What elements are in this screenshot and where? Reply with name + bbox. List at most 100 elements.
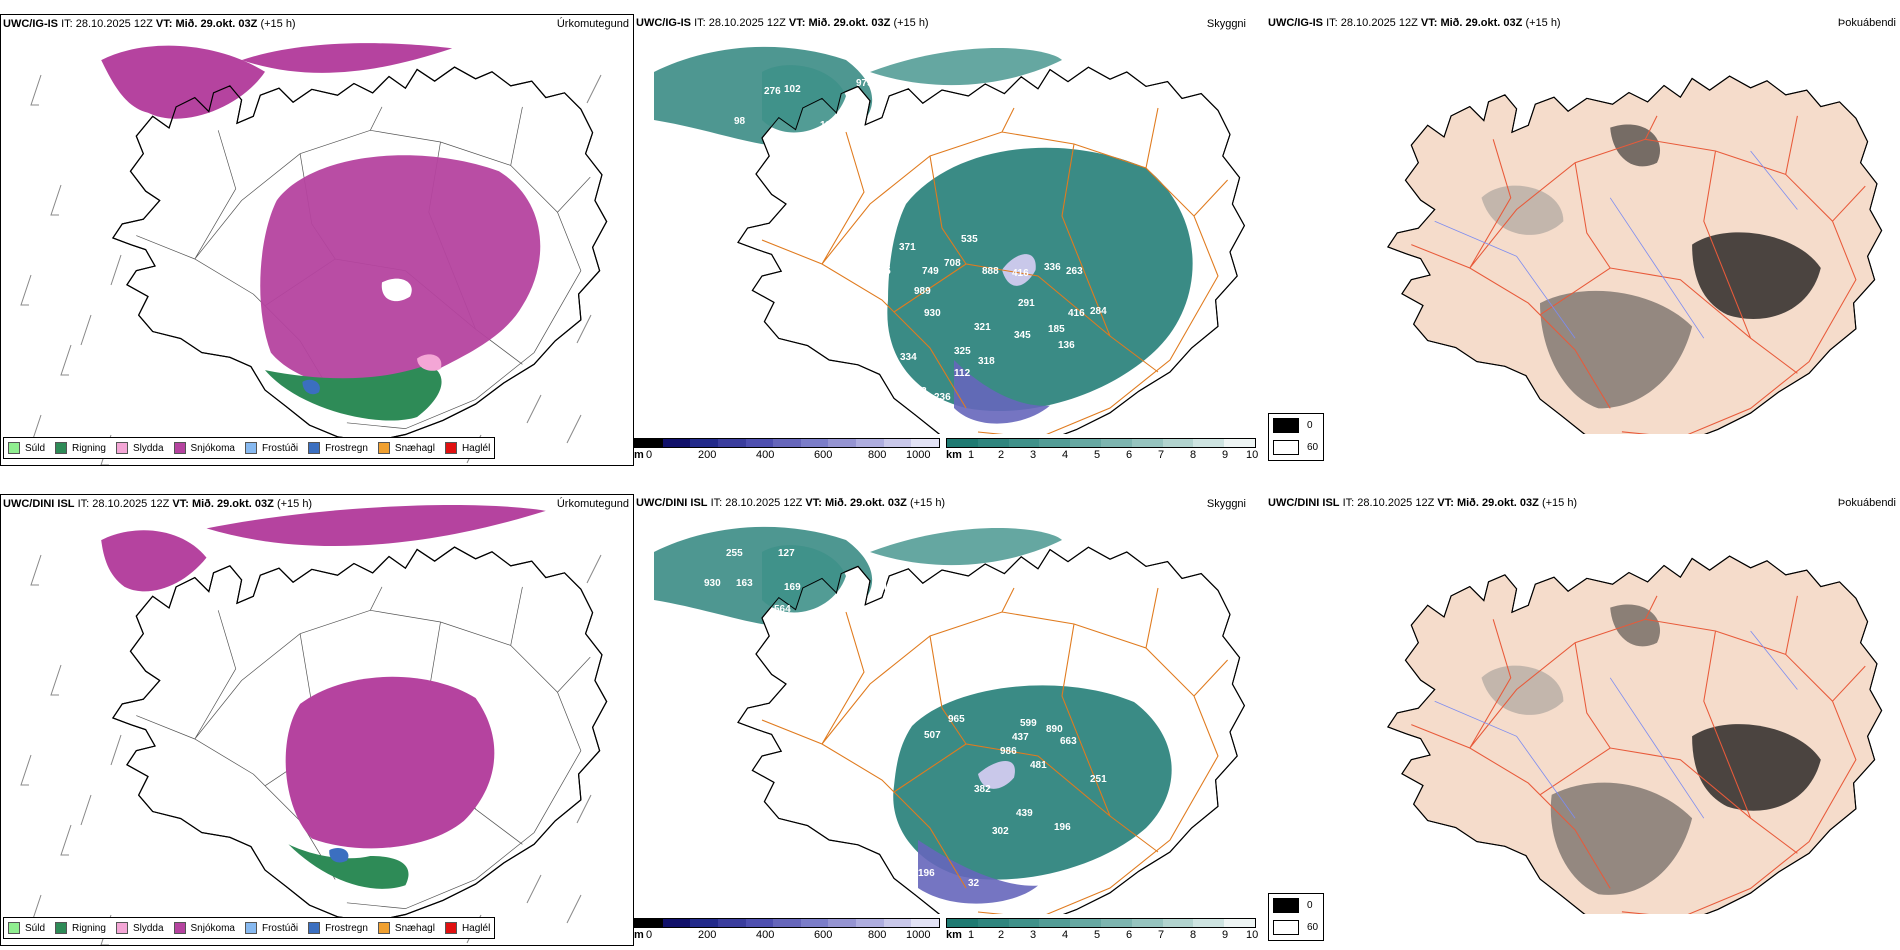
rain-area [265,364,442,421]
legend-item: Frostregn [308,442,368,454]
elevation-label: 481 [1030,760,1047,771]
legend-item: Súld [8,922,45,934]
visibility-tick: 8 [1190,929,1197,941]
elevation-labels: 255 127 930 163 169 564 948 209 965 599 … [704,548,1107,889]
elevation-labels: 276 102 975 98 116 160 199 112 375 371 5… [734,78,1107,403]
elevation-label: 930 [704,578,721,589]
visibility-unit: km [946,929,962,941]
height-unit: m [634,449,644,461]
panel-header: UWC/IG-IS IT: 28.10.2025 12Z VT: Mið. 29… [636,17,929,29]
height-tick: 200 [698,449,717,461]
elevation-label: 948 [876,582,893,593]
elevation-label: 112 [746,234,763,245]
visibility-tick: 8 [1190,449,1197,461]
visibility-colorbar: km 1 2 3 4 5 6 7 8 9 10 [946,918,1266,946]
panel-title: Úrkomutegund [556,18,629,30]
elevation-label: 199 [798,152,815,163]
elevation-label: 336 [1044,262,1061,273]
legend-item: Frostúði [244,442,298,454]
height-tick: 600 [814,929,833,941]
elevation-label: 439 [1016,808,1033,819]
elevation-label: 599 [1020,718,1037,729]
panel-header: UWC/IG-IS IT: 28.10.2025 12Z VT: Mið. 29… [3,18,296,30]
height-colorbar-strip [634,438,940,448]
visibility-colorbar: km 1 2 3 4 5 6 7 8 9 10 [946,438,1266,466]
legend-item: Snjókoma [173,442,235,454]
elevation-label: 263 [1066,266,1083,277]
elevation-label: 32 [968,878,980,889]
precip-type-panel-row2: UWC/DINI ISL IT: 28.10.2025 12Z VT: Mið.… [0,494,634,946]
height-tick: 1000 [906,449,931,461]
height-tick: 400 [756,929,775,941]
height-colorbar-strip [634,918,940,928]
precip-type-map [20,505,608,945]
fog-legend-item: 0 [1273,418,1313,433]
elevation-label: 986 [1000,746,1017,757]
legend-item: Haglél [444,442,490,454]
fog-panel-row2: UWC/DINI ISL IT: 28.10.2025 12Z VT: Mið.… [1266,494,1900,946]
panel-header: UWC/DINI ISL IT: 28.10.2025 12Z VT: Mið.… [636,497,946,509]
visibility-tick: 3 [1030,929,1037,941]
elevation-label: 318 [978,356,995,367]
fog-legend-item: 60 [1273,920,1318,935]
legend-item: Slydda [115,442,164,454]
visibility-tick: 9 [1222,449,1229,461]
elevation-label: 236 [934,392,951,403]
panel-header: UWC/DINI ISL IT: 28.10.2025 12Z VT: Mið.… [3,498,313,510]
elevation-label: 302 [992,826,1009,837]
fog-panel-row1: UWC/IG-IS IT: 28.10.2025 12Z VT: Mið. 29… [1266,14,1900,466]
elevation-label: 437 [1012,732,1029,743]
visibility-map: 276 102 975 98 116 160 199 112 375 371 5… [654,46,1246,434]
panel-header: UWC/DINI ISL IT: 28.10.2025 12Z VT: Mið.… [1268,497,1578,509]
fog-map [1387,75,1883,434]
elevation-label: 535 [961,234,978,245]
visibility-tick: 5 [1094,929,1101,941]
elevation-label: 169 [784,582,801,593]
elevation-label: 965 [948,714,965,725]
height-tick: 800 [868,929,887,941]
elevation-label: 375 [874,266,891,277]
elevation-label: 119 [884,850,901,861]
legend-item: Rigning [55,922,106,934]
visibility-tick: 2 [998,449,1005,461]
fog-legend-row2: 0 60 [1268,893,1324,941]
elevation-label: 321 [974,322,991,333]
fog-map [1387,555,1883,914]
height-tick: 1000 [906,929,931,941]
elevation-label: 127 [778,548,795,559]
elevation-label: 888 [982,266,999,277]
visibility-tick: 4 [1062,929,1069,941]
height-tick: 0 [646,449,653,461]
elevation-label: 185 [1048,324,1065,335]
elevation-label: 246 [896,870,913,881]
height-tick: 400 [756,449,775,461]
elevation-label: 116 [820,120,837,131]
precip-legend: Súld Rigning Slydda Snjókoma Frostúði Fr… [3,437,496,459]
panel-title: Þokuábendi [1837,497,1896,509]
visibility-tick: 10 [1246,449,1259,461]
legend-item: Snæhagl [377,442,435,454]
elevation-label: 136 [1058,340,1075,351]
visibility-map: 255 127 930 163 169 564 948 209 965 599 … [654,526,1246,914]
visibility-tick: 9 [1222,929,1229,941]
visibility-tick: 7 [1158,449,1165,461]
precip-type-map [20,43,608,465]
visibility-colorbar-strip [946,918,1256,928]
elevation-label: 209 [896,700,913,711]
elevation-label: 749 [922,266,939,277]
panel-title: Skyggni [1206,18,1246,30]
elevation-label: 98 [734,116,746,127]
elevation-label: 334 [900,352,917,363]
height-tick: 600 [814,449,833,461]
elevation-label: 507 [924,730,941,741]
elevation-label: 255 [726,548,743,559]
fog-legend-row1: 0 60 [1268,413,1324,461]
panel-header: UWC/IG-IS IT: 28.10.2025 12Z VT: Mið. 29… [1268,17,1561,29]
elevation-label: 663 [1060,736,1077,747]
fog-low-vis-area [887,147,1193,412]
legend-item: Haglél [444,922,490,934]
height-tick: 0 [646,929,653,941]
visibility-tick: 10 [1246,929,1259,941]
panel-title: Úrkomutegund [556,498,629,510]
legend-item: Slydda [115,922,164,934]
